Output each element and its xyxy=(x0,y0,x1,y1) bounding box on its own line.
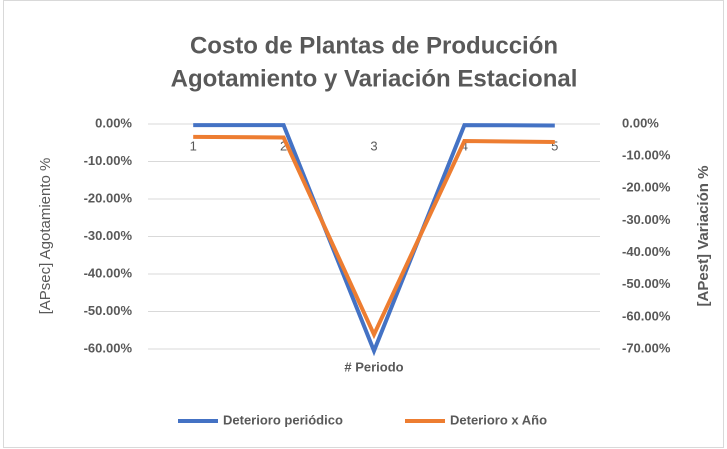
y-tick-label: 0.00% xyxy=(95,115,132,130)
y-tick-label: -10.00% xyxy=(84,153,133,168)
x-tick-label: 3 xyxy=(370,138,377,153)
y2-tick-label: -70.00% xyxy=(622,340,671,355)
y2-tick-label: -50.00% xyxy=(622,276,671,291)
series-line xyxy=(193,134,555,340)
x-tick-label: 5 xyxy=(551,138,558,153)
legend-label: Deterioro periódico xyxy=(223,412,343,427)
y2-axis-title: [APest] Variación % xyxy=(695,166,712,307)
chart-border xyxy=(3,0,724,448)
x-tick-label: 2 xyxy=(280,138,287,153)
y-tick-label: -40.00% xyxy=(84,265,133,280)
y2-tick-label: -10.00% xyxy=(622,148,671,163)
y-tick-label: -20.00% xyxy=(84,190,133,205)
series-line xyxy=(193,123,555,357)
y-axis-title: [APsec] Agotamiento % xyxy=(37,158,54,315)
x-tick-label: 1 xyxy=(190,138,197,153)
y2-tick-label: -40.00% xyxy=(622,244,671,259)
y-tick-label: -30.00% xyxy=(84,228,133,243)
y-tick-label: -60.00% xyxy=(84,340,133,355)
x-tick-label: 4 xyxy=(461,138,468,153)
chart-title: Costo de Plantas de Producción xyxy=(190,32,558,59)
x-axis-title: # Periodo xyxy=(344,359,403,374)
chart-subtitle: Agotamiento y Variación Estacional xyxy=(171,65,578,92)
y2-tick-label: -20.00% xyxy=(622,180,671,195)
y2-tick-label: -30.00% xyxy=(622,212,671,227)
y-tick-label: -50.00% xyxy=(84,303,133,318)
y2-tick-label: 0.00% xyxy=(622,115,659,130)
legend-label: Deterioro x Año xyxy=(450,412,547,427)
y2-tick-label: -60.00% xyxy=(622,308,671,323)
